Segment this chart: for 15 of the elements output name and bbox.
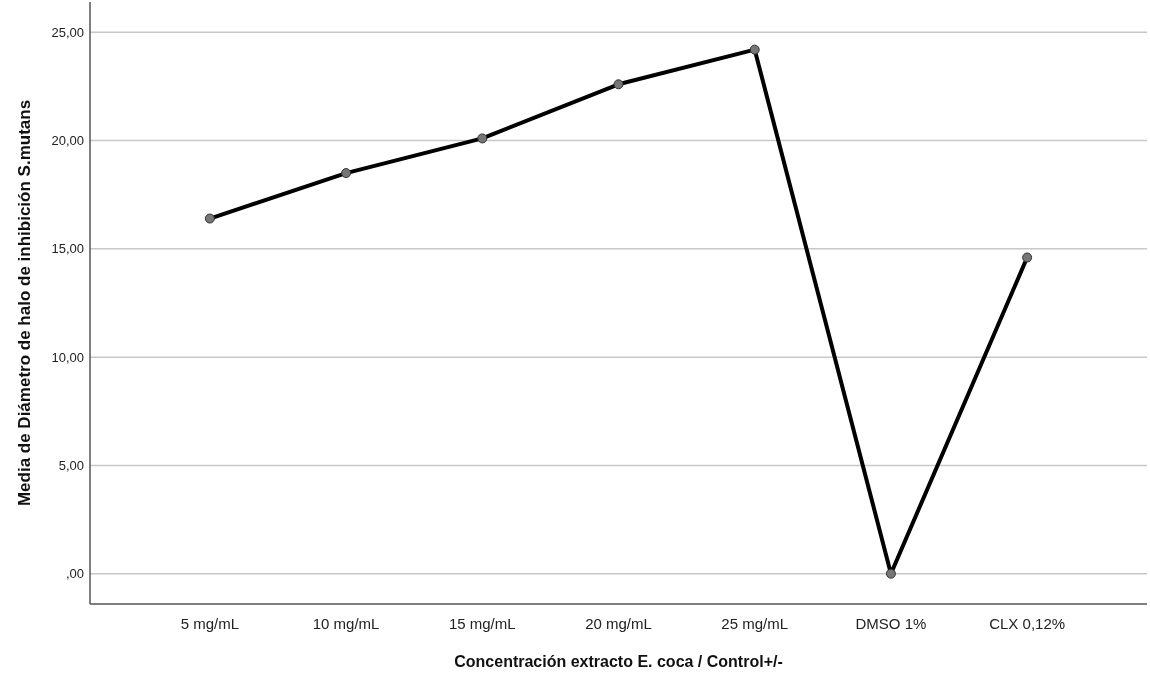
x-tick-label: 15 mg/mL bbox=[448, 615, 516, 632]
x-tick-label: 5 mg/mL bbox=[180, 615, 240, 632]
x-tick-label: CLX 0,12% bbox=[989, 615, 1066, 632]
y-tick-label: 5,00 bbox=[58, 457, 84, 473]
y-tick-label: 15,00 bbox=[51, 241, 84, 257]
x-tick-label: 25 mg/mL bbox=[721, 615, 789, 632]
y-tick-label: 20,00 bbox=[51, 133, 84, 149]
x-tick-label: 20 mg/mL bbox=[585, 615, 652, 632]
y-tick-label: 25,00 bbox=[51, 24, 84, 40]
x-axis-title: Concentración extracto E. coca / Control+/- bbox=[454, 653, 783, 670]
y-axis-title: Media de Diámetro de halo de inhibición S.mutans bbox=[15, 99, 34, 507]
y-tick-label: ,00 bbox=[65, 566, 84, 582]
x-tick-label: 10 mg/mL bbox=[312, 615, 380, 632]
y-tick-label: 10,00 bbox=[51, 349, 84, 365]
x-tick-label: DMSO 1% bbox=[855, 615, 927, 632]
